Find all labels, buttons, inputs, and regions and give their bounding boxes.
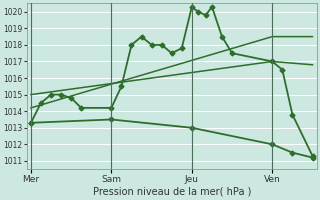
X-axis label: Pression niveau de la mer( hPa ): Pression niveau de la mer( hPa ) xyxy=(92,187,251,197)
